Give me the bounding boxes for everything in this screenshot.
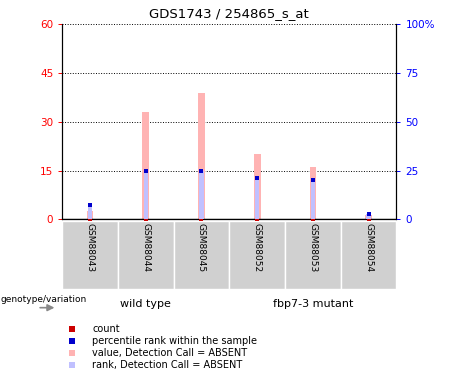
Bar bbox=[230, 221, 285, 289]
Text: GSM88044: GSM88044 bbox=[141, 223, 150, 272]
Bar bbox=[311, 180, 315, 219]
Bar bbox=[255, 178, 260, 219]
Bar bbox=[366, 213, 371, 219]
Text: count: count bbox=[92, 324, 120, 334]
Text: GSM88054: GSM88054 bbox=[364, 223, 373, 272]
Text: genotype/variation: genotype/variation bbox=[0, 296, 87, 304]
Text: percentile rank within the sample: percentile rank within the sample bbox=[92, 336, 257, 346]
Text: GSM88053: GSM88053 bbox=[308, 223, 318, 273]
Bar bbox=[199, 171, 204, 219]
Bar bbox=[254, 154, 260, 219]
Bar bbox=[341, 221, 396, 289]
Text: wild type: wild type bbox=[120, 299, 171, 309]
Title: GDS1743 / 254865_s_at: GDS1743 / 254865_s_at bbox=[149, 8, 309, 20]
Bar bbox=[310, 167, 316, 219]
Text: GSM88052: GSM88052 bbox=[253, 223, 262, 272]
Bar bbox=[142, 112, 149, 219]
Bar bbox=[174, 221, 229, 289]
Bar bbox=[365, 214, 372, 219]
Text: GSM88045: GSM88045 bbox=[197, 223, 206, 272]
Text: GSM88043: GSM88043 bbox=[86, 223, 95, 272]
Text: fbp7-3 mutant: fbp7-3 mutant bbox=[273, 299, 353, 309]
Text: rank, Detection Call = ABSENT: rank, Detection Call = ABSENT bbox=[92, 360, 242, 370]
Bar bbox=[118, 221, 174, 289]
Bar bbox=[88, 205, 92, 219]
Bar bbox=[143, 171, 148, 219]
Text: value, Detection Call = ABSENT: value, Detection Call = ABSENT bbox=[92, 348, 248, 358]
Bar bbox=[62, 221, 118, 289]
Bar bbox=[87, 211, 94, 219]
Bar bbox=[198, 93, 205, 219]
Bar bbox=[285, 221, 341, 289]
